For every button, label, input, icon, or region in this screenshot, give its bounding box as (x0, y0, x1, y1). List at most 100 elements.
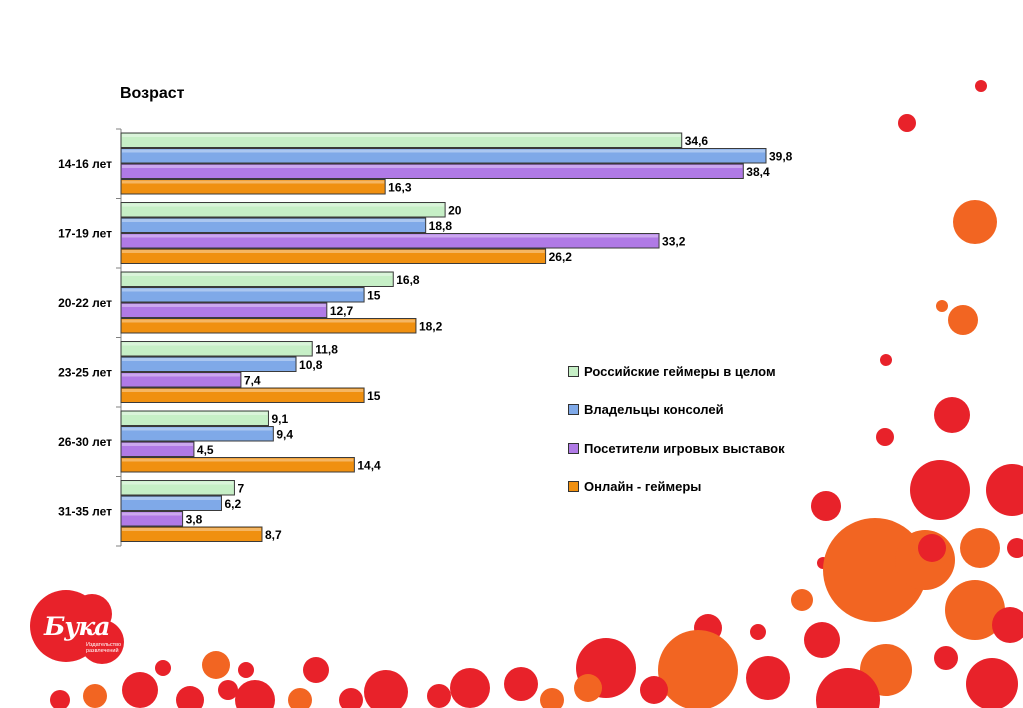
bar-highlight (122, 203, 445, 207)
value-label: 3,8 (186, 513, 203, 527)
decorative-circle (945, 580, 1005, 640)
legend-label: Посетители игровых выставок (584, 440, 785, 456)
decorative-circle (83, 684, 107, 708)
decorative-circle (898, 114, 916, 132)
value-label: 18,2 (419, 320, 443, 334)
category-label: 26-30 лет (58, 435, 112, 449)
logo-blob-icon (30, 590, 124, 664)
decorative-circle (218, 680, 238, 700)
legend-swatch (568, 481, 579, 493)
value-label: 18,8 (429, 219, 453, 233)
value-label: 9,1 (271, 412, 288, 426)
decorative-circle (574, 674, 602, 702)
value-label: 15 (367, 289, 381, 303)
value-label: 7,4 (244, 374, 261, 388)
legend-item-all-gamers: Российские геймеры в целом (568, 352, 828, 391)
decorative-circle (750, 624, 766, 640)
bar (120, 410, 269, 426)
decorative-circle (936, 300, 948, 312)
logo-wordmark: Бука (44, 612, 110, 641)
value-label: 12,7 (330, 304, 354, 318)
bar-highlight (122, 342, 312, 346)
value-label: 11,8 (315, 343, 338, 357)
bar (120, 356, 297, 372)
decorative-circle (934, 646, 958, 670)
value-label: 10,8 (299, 358, 323, 372)
legend-item-expo-visitors: Посетители игровых выставок (568, 429, 828, 468)
decorative-circle (816, 668, 880, 708)
legend-item-online-gamers: Онлайн - геймеры (568, 468, 828, 507)
value-label: 6,2 (224, 497, 241, 511)
decorative-circle (934, 397, 970, 433)
decorative-circle (427, 684, 451, 708)
chart-legend: Российские геймеры в целом Владельцы кон… (568, 352, 828, 506)
bar (120, 318, 417, 334)
decorative-circle (235, 680, 275, 708)
decorative-circle (804, 622, 840, 658)
category-label: 23-25 лет (58, 365, 112, 379)
bar-highlight (122, 180, 385, 184)
bar (120, 179, 386, 195)
bar (120, 387, 365, 403)
bar (120, 248, 547, 264)
value-label: 14,4 (357, 459, 381, 473)
bar (120, 372, 242, 388)
bar (120, 441, 195, 457)
value-label: 16,8 (396, 273, 420, 287)
decorative-circle (176, 686, 204, 708)
bar (120, 511, 184, 527)
bar (120, 495, 222, 511)
legend-swatch (568, 365, 579, 377)
bar-highlight (122, 497, 221, 500)
value-label: 34,6 (685, 134, 709, 148)
decorative-circle (986, 464, 1023, 516)
decorative-circle (122, 672, 158, 708)
bar-highlight (122, 373, 240, 377)
decorative-circle (811, 491, 841, 521)
decorative-circle (960, 528, 1000, 568)
value-label: 15 (367, 389, 381, 403)
bar-highlight (122, 149, 765, 153)
decorative-circle (910, 460, 970, 520)
legend-label: Онлайн - геймеры (584, 479, 702, 495)
bar-highlight (122, 134, 681, 137)
value-label: 39,8 (769, 150, 793, 164)
bar (120, 233, 660, 249)
bar (120, 426, 274, 442)
bar (120, 217, 427, 233)
value-label: 38,4 (746, 165, 770, 179)
value-label: 4,5 (197, 443, 214, 457)
decorative-circle (658, 630, 738, 708)
legend-label: Владельцы консолей (584, 402, 724, 418)
bar-highlight (122, 319, 415, 323)
logo-subtitle: Издательство развлечений (86, 642, 122, 654)
decorative-circle (876, 428, 894, 446)
decorative-circle (1007, 538, 1023, 558)
bar-highlight (122, 165, 743, 168)
decorative-circle (450, 668, 490, 708)
decorative-circle (948, 305, 978, 335)
chart-title: Возраст (120, 85, 185, 102)
category-label: 17-19 лет (58, 226, 112, 240)
bar-highlight (122, 288, 364, 292)
bar-highlight (122, 219, 425, 222)
bar (120, 457, 355, 473)
bar-highlight (122, 512, 182, 516)
decorative-circle (155, 660, 171, 676)
decorative-circle (288, 688, 312, 708)
value-label: 16,3 (388, 181, 412, 195)
decorative-circle (746, 656, 790, 700)
decorative-circle (992, 607, 1023, 643)
decorative-circle (303, 657, 329, 683)
bar (120, 287, 365, 303)
value-label: 33,2 (662, 235, 686, 249)
legend-swatch (568, 442, 579, 454)
decorative-circle (918, 534, 946, 562)
bar (120, 202, 446, 218)
value-label: 9,4 (276, 428, 293, 442)
value-label: 7 (237, 482, 244, 496)
bar-highlight (122, 443, 193, 446)
value-label: 20 (448, 204, 462, 218)
bar-highlight (122, 234, 659, 238)
